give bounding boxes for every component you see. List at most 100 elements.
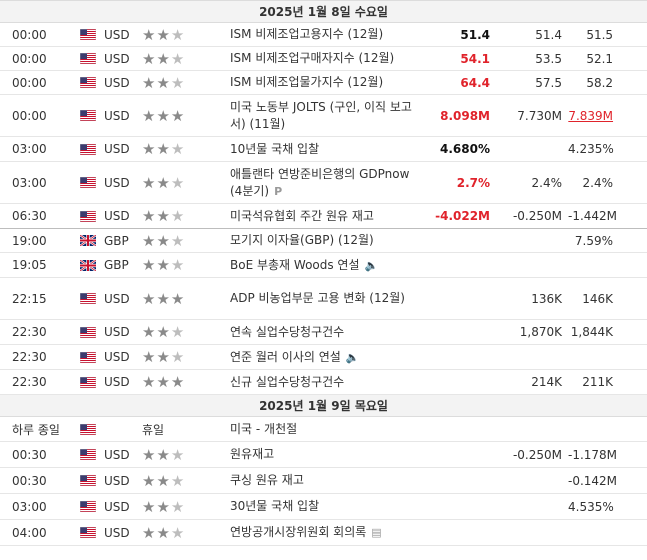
event-name-cell[interactable]: 미국석유협회 주간 원유 재고 <box>230 203 416 229</box>
event-name-link[interactable]: 연준 월러 이사의 연설 <box>230 349 341 364</box>
event-name-cell[interactable]: 모기지 이자율(GBP) (12월) <box>230 228 416 253</box>
event-currency: USD <box>78 136 142 162</box>
star-icon: ★ <box>170 471 186 490</box>
star-icon: ★ <box>142 471 157 490</box>
star-icon: ★ <box>170 49 186 68</box>
star-icon: ★ <box>142 173 157 192</box>
event-row[interactable]: 00:30 USD ★★★ 원유재고 -0.250M -1.178M <box>0 441 647 468</box>
forecast-value <box>498 136 568 162</box>
star-icon: ★ <box>142 231 157 250</box>
actual-value: 8.098M <box>416 94 498 137</box>
forecast-value <box>498 519 568 546</box>
event-name-cell[interactable]: 미국 - 개천절 <box>230 416 416 442</box>
event-row[interactable]: 00:00 USD ★★★ 미국 노동부 JOLTS (구인, 이직 보고서) (11… <box>0 94 647 137</box>
gb-flag-icon <box>79 234 97 248</box>
event-name-cell[interactable]: ISM 비제조업고용지수 (12월) <box>230 22 416 47</box>
importance-stars: ★★★ <box>142 46 230 71</box>
event-time: 00:00 <box>0 22 78 47</box>
event-name-link[interactable]: ISM 비제조업고용지수 (12월) <box>230 27 384 41</box>
event-name-cell[interactable]: BoE 부총재 Woods 연설 🔈 <box>230 252 416 278</box>
event-name-cell[interactable]: 미국 노동부 JOLTS (구인, 이직 보고서) (11월) <box>230 94 416 137</box>
event-row[interactable]: 19:00 GBP ★★★ 모기지 이자율(GBP) (12월) 7.59% <box>0 228 647 253</box>
event-currency: USD <box>78 319 142 345</box>
star-icon: ★ <box>156 49 171 68</box>
event-name-link[interactable]: BoE 부총재 Woods 연설 <box>230 257 360 272</box>
event-time: 19:05 <box>0 252 78 278</box>
event-name-cell[interactable]: 연속 실업수당청구건수 <box>230 319 416 345</box>
event-row[interactable]: 00:00 USD ★★★ ISM 비제조업물가지수 (12월) 64.4 57.5 58.… <box>0 70 647 95</box>
star-icon: ★ <box>142 445 157 464</box>
event-row[interactable]: 19:05 GBP ★★★ BoE 부총재 Woods 연설 🔈 <box>0 252 647 278</box>
star-icon: ★ <box>156 497 171 516</box>
event-name-cell[interactable]: 연방공개시장위원회 회의록 ▤ <box>230 519 416 546</box>
event-name-cell[interactable]: 쿠싱 원유 재고 <box>230 467 416 494</box>
us-flag-icon <box>79 292 97 305</box>
event-name-cell[interactable]: 연준 월러 이사의 연설 🔈 <box>230 344 416 370</box>
star-icon: ★ <box>170 497 186 516</box>
event-name-link[interactable]: ADP 비농업부문 고용 변화 (12월) <box>230 291 405 305</box>
previous-text: 51.5 <box>586 27 614 42</box>
event-row[interactable]: 22:30 USD ★★★ 연속 실업수당청구건수 1,870K 1,844K <box>0 319 647 345</box>
flag-graphic <box>79 176 97 189</box>
event-row[interactable]: 03:00 USD ★★★ 30년물 국채 입찰 4.535% <box>0 493 647 520</box>
event-name-link[interactable]: 미국 - 개천절 <box>230 421 298 436</box>
event-name-link[interactable]: 10년물 국채 입찰 <box>230 141 320 156</box>
previous-text: 4.535% <box>568 499 614 514</box>
event-name-link[interactable]: 애틀랜타 연방준비은행의 GDPnow (4분기) <box>230 166 410 198</box>
event-time: 03:00 <box>0 136 78 162</box>
event-name-link[interactable]: 모기지 이자율(GBP) (12월) <box>230 233 374 247</box>
event-row[interactable]: 06:30 USD ★★★ 미국석유협회 주간 원유 재고 -4.022M -0.250M… <box>0 203 647 229</box>
event-row[interactable]: 00:30 USD ★★★ 쿠싱 원유 재고 -0.142M <box>0 467 647 494</box>
forecast-value: 57.5 <box>498 70 568 95</box>
event-name-link[interactable]: 연방공개시장위원회 회의록 <box>230 525 367 539</box>
event-row[interactable]: 03:00 USD ★★★ 애틀랜타 연방준비은행의 GDPnow (4분기) P 2.7… <box>0 161 647 204</box>
event-row[interactable]: 22:15 USD ★★★ ADP 비농업부문 고용 변화 (12월) 136K 146K <box>0 277 647 320</box>
previous-text: 2.4% <box>582 175 614 190</box>
currency-code: USD <box>104 209 130 224</box>
event-name-cell[interactable]: 애틀랜타 연방준비은행의 GDPnow (4분기) P <box>230 161 416 204</box>
importance-stars: ★★★ <box>142 22 230 47</box>
event-row[interactable]: 하루 종일 휴일 미국 - 개천절 <box>0 416 647 442</box>
event-name-link[interactable]: 신규 실업수당청구건수 <box>230 374 345 389</box>
us-flag-icon <box>79 76 97 89</box>
event-name-link[interactable]: 미국 노동부 JOLTS (구인, 이직 보고서) (11월) <box>230 99 412 131</box>
flag-graphic <box>79 143 97 156</box>
us-flag-icon <box>79 210 97 223</box>
flag-graphic <box>79 526 97 539</box>
document-icon: ▤ <box>371 526 382 539</box>
event-name-link[interactable]: 연속 실업수당청구건수 <box>230 324 345 339</box>
flag-graphic <box>79 258 97 272</box>
star-icon: ★ <box>156 323 171 341</box>
event-name-cell[interactable]: 신규 실업수당청구건수 <box>230 369 416 395</box>
event-name-cell[interactable]: 원유재고 <box>230 441 416 468</box>
importance-stars: ★★★ <box>142 161 230 204</box>
event-name-cell[interactable]: 30년물 국채 입찰 <box>230 493 416 520</box>
previous-value: -1.178M <box>568 441 647 468</box>
event-name-link[interactable]: 미국석유협회 주간 원유 재고 <box>230 208 374 223</box>
event-row[interactable]: 00:00 USD ★★★ ISM 비제조업구매자지수 (12월) 54.1 53.5 52… <box>0 46 647 71</box>
event-name-cell[interactable]: 10년물 국채 입찰 <box>230 136 416 162</box>
event-name-link[interactable]: 쿠싱 원유 재고 <box>230 473 304 487</box>
event-name-link[interactable]: ISM 비제조업물가지수 (12월) <box>230 75 384 89</box>
forecast-value: 53.5 <box>498 46 568 71</box>
event-name-cell[interactable]: ISM 비제조업구매자지수 (12월) <box>230 46 416 71</box>
event-row[interactable]: 22:30 USD ★★★ 신규 실업수당청구건수 214K 211K <box>0 369 647 395</box>
event-row[interactable]: 04:00 USD ★★★ 연방공개시장위원회 회의록 ▤ <box>0 519 647 546</box>
actual-value <box>416 519 498 546</box>
event-name-link[interactable]: ISM 비제조업구매자지수 (12월) <box>230 51 395 65</box>
flag-graphic <box>79 474 97 487</box>
star-icon: ★ <box>156 348 171 366</box>
date-header-row: 2025년 1월 8일 수요일 <box>0 0 647 23</box>
event-name-cell[interactable]: ISM 비제조업물가지수 (12월) <box>230 70 416 95</box>
currency-code: USD <box>104 325 130 340</box>
economic-calendar-table: 2025년 1월 8일 수요일 00:00 USD ★★★ ISM 비제조업고용지수 (… <box>0 0 647 546</box>
actual-value <box>416 493 498 520</box>
event-name-link[interactable]: 30년물 국채 입찰 <box>230 499 320 513</box>
importance-stars: ★★★ <box>142 467 230 494</box>
event-row[interactable]: 00:00 USD ★★★ ISM 비제조업고용지수 (12월) 51.4 51.4 51.… <box>0 22 647 47</box>
event-name-cell[interactable]: ADP 비농업부문 고용 변화 (12월) <box>230 277 416 320</box>
forecast-value: 51.4 <box>498 22 568 47</box>
event-name-link[interactable]: 원유재고 <box>230 447 275 461</box>
event-row[interactable]: 03:00 USD ★★★ 10년물 국채 입찰 4.680% 4.235% <box>0 136 647 162</box>
event-row[interactable]: 22:30 USD ★★★ 연준 월러 이사의 연설 🔈 <box>0 344 647 370</box>
